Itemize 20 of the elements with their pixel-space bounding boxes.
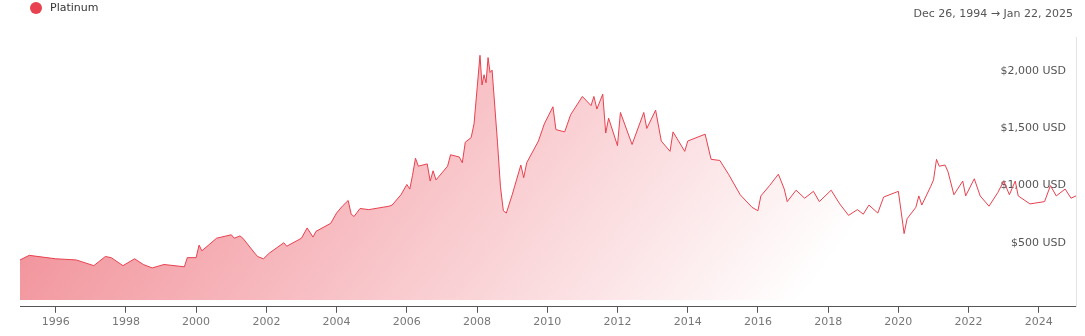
x-tick-label: 2012 bbox=[603, 315, 632, 329]
x-tick-label: 2024 bbox=[1024, 315, 1053, 329]
x-tick-label: 2010 bbox=[533, 315, 562, 329]
x-tick-label: 1996 bbox=[41, 315, 70, 329]
y-tick-label: $1,500 USD bbox=[1000, 121, 1066, 135]
chart-subtitle: Dec 26, 1994 → Jan 22, 2025 bbox=[913, 7, 1073, 20]
legend-label: Platinum bbox=[50, 1, 99, 14]
x-tick-label: 2018 bbox=[814, 315, 843, 329]
x-tick-label: 2016 bbox=[743, 315, 772, 329]
x-tick-label: 2000 bbox=[182, 315, 211, 329]
y-tick-label: $2,000 USD bbox=[1000, 64, 1066, 78]
x-tick-label: 2006 bbox=[392, 315, 421, 329]
x-tick-label: 1998 bbox=[111, 315, 140, 329]
x-tick-label: 2022 bbox=[954, 315, 983, 329]
y-tick-label: $500 USD bbox=[1011, 235, 1066, 249]
x-tick-label: 2004 bbox=[322, 315, 351, 329]
x-tick-label: 2014 bbox=[673, 315, 702, 329]
x-tick-label: 2020 bbox=[884, 315, 913, 329]
x-tick-label: 2008 bbox=[463, 315, 492, 329]
x-tick-label: 2002 bbox=[252, 315, 281, 329]
